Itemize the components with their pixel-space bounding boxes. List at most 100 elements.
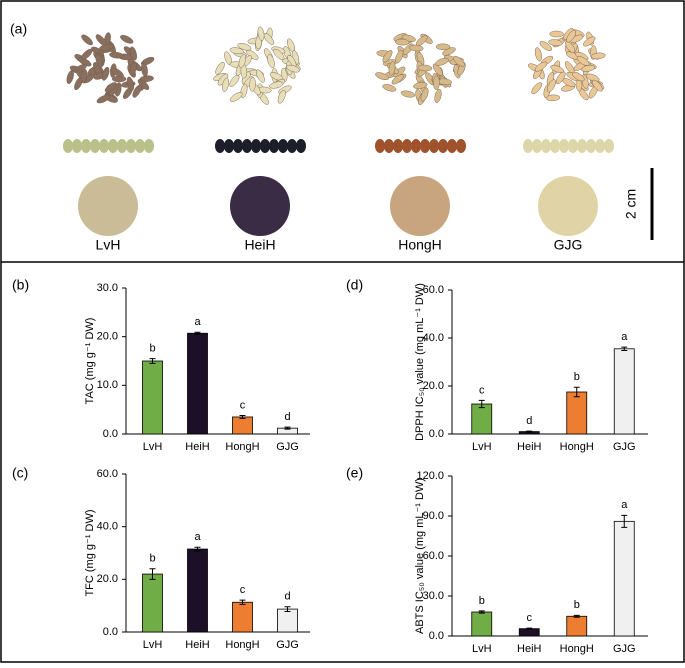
kernel bbox=[586, 139, 596, 153]
x-tick-label: GJG bbox=[613, 441, 636, 453]
kernel bbox=[456, 139, 466, 153]
grain bbox=[565, 40, 576, 53]
kernel bbox=[126, 139, 136, 153]
grain bbox=[111, 67, 124, 78]
grain bbox=[120, 35, 134, 44]
y-tick-label: 60.0 bbox=[97, 468, 118, 480]
kernel bbox=[242, 139, 252, 153]
grain bbox=[273, 48, 285, 61]
grain bbox=[277, 90, 286, 104]
kernel bbox=[108, 139, 118, 153]
error-bar bbox=[621, 346, 628, 351]
y-tick-label: 40.0 bbox=[423, 332, 444, 344]
y-tick-label: 0.0 bbox=[429, 428, 444, 440]
grain bbox=[545, 94, 561, 102]
grain bbox=[566, 30, 577, 43]
y-axis-title: TAC (mg g⁻¹ DW) bbox=[84, 318, 96, 405]
bar bbox=[142, 573, 163, 633]
grain bbox=[222, 77, 230, 92]
y-tick-label: 20.0 bbox=[97, 573, 118, 585]
grain bbox=[583, 36, 596, 47]
panel-label: (d) bbox=[346, 277, 363, 293]
x-tick-label: GJG bbox=[276, 639, 299, 651]
grain bbox=[375, 72, 390, 81]
grain bbox=[132, 84, 142, 98]
x-tick-label: LvH bbox=[472, 643, 492, 655]
x-tick-label: HongH bbox=[560, 643, 594, 655]
kernel bbox=[287, 139, 297, 153]
bar bbox=[142, 360, 163, 435]
error-bar bbox=[526, 430, 533, 433]
kernel bbox=[135, 139, 145, 153]
grain bbox=[104, 82, 117, 93]
grain bbox=[249, 77, 256, 92]
x-tick-label: HongH bbox=[560, 441, 594, 453]
grain bbox=[229, 47, 244, 55]
y-tick-label: 0.0 bbox=[103, 626, 118, 638]
y-axis-title: ABTS IC₅₀ value (mg mL⁻¹ DW) bbox=[414, 478, 426, 634]
significance-label: c bbox=[527, 612, 533, 624]
panel-label: (e) bbox=[346, 465, 363, 481]
grain bbox=[576, 56, 590, 66]
kernel bbox=[577, 139, 587, 153]
significance-label: a bbox=[621, 499, 628, 511]
sample-label: HongH bbox=[398, 237, 442, 253]
significance-label: c bbox=[240, 399, 246, 411]
grain bbox=[549, 30, 564, 38]
grain bbox=[548, 39, 563, 46]
kernel bbox=[278, 139, 288, 153]
grain bbox=[66, 70, 74, 85]
powder bbox=[230, 176, 290, 236]
grain bbox=[95, 53, 103, 68]
grain bbox=[81, 48, 93, 60]
kernel bbox=[99, 139, 109, 153]
grain bbox=[95, 34, 107, 46]
kernel bbox=[604, 139, 614, 153]
x-tick-label: HongH bbox=[225, 639, 259, 651]
y-tick-label: 0.0 bbox=[429, 630, 444, 642]
grain bbox=[80, 68, 88, 84]
y-tick-label: 40.0 bbox=[97, 521, 118, 533]
significance-label: d bbox=[284, 591, 290, 603]
error-bar bbox=[284, 426, 291, 430]
grain bbox=[435, 43, 451, 50]
panel-label: (b) bbox=[12, 277, 29, 293]
bar bbox=[471, 403, 493, 435]
significance-label: b bbox=[574, 371, 580, 383]
significance-label: a bbox=[194, 531, 201, 543]
error-bar bbox=[284, 606, 291, 612]
bar bbox=[518, 628, 540, 637]
kernel bbox=[550, 139, 560, 153]
error-bar bbox=[149, 568, 156, 580]
x-tick-label: HeiH bbox=[517, 441, 542, 453]
grain bbox=[257, 26, 265, 41]
grain bbox=[215, 61, 225, 75]
x-tick-label: HongH bbox=[225, 441, 259, 453]
kernel bbox=[375, 139, 385, 153]
grain bbox=[546, 79, 556, 93]
error-bar bbox=[526, 627, 533, 630]
significance-label: d bbox=[284, 411, 290, 423]
grain bbox=[229, 74, 240, 87]
kernel bbox=[438, 139, 448, 153]
kernel bbox=[224, 139, 234, 153]
y-tick-label: 20.0 bbox=[423, 380, 444, 392]
error-bar bbox=[573, 386, 580, 398]
y-tick-label: 20.0 bbox=[97, 331, 118, 343]
sample-label: GJG bbox=[554, 237, 583, 253]
kernel bbox=[541, 139, 551, 153]
y-tick-label: 60.0 bbox=[423, 284, 444, 296]
y-tick-label: 90.0 bbox=[423, 510, 444, 522]
grain bbox=[126, 76, 135, 91]
grain bbox=[420, 87, 429, 102]
y-tick-label: 0.0 bbox=[103, 428, 118, 440]
grain bbox=[539, 41, 553, 52]
grain bbox=[435, 57, 449, 66]
grain bbox=[395, 50, 404, 64]
grain bbox=[129, 46, 137, 61]
grain bbox=[263, 33, 275, 45]
kernel bbox=[215, 139, 225, 153]
grain bbox=[81, 34, 93, 46]
x-tick-label: LvH bbox=[472, 441, 492, 453]
